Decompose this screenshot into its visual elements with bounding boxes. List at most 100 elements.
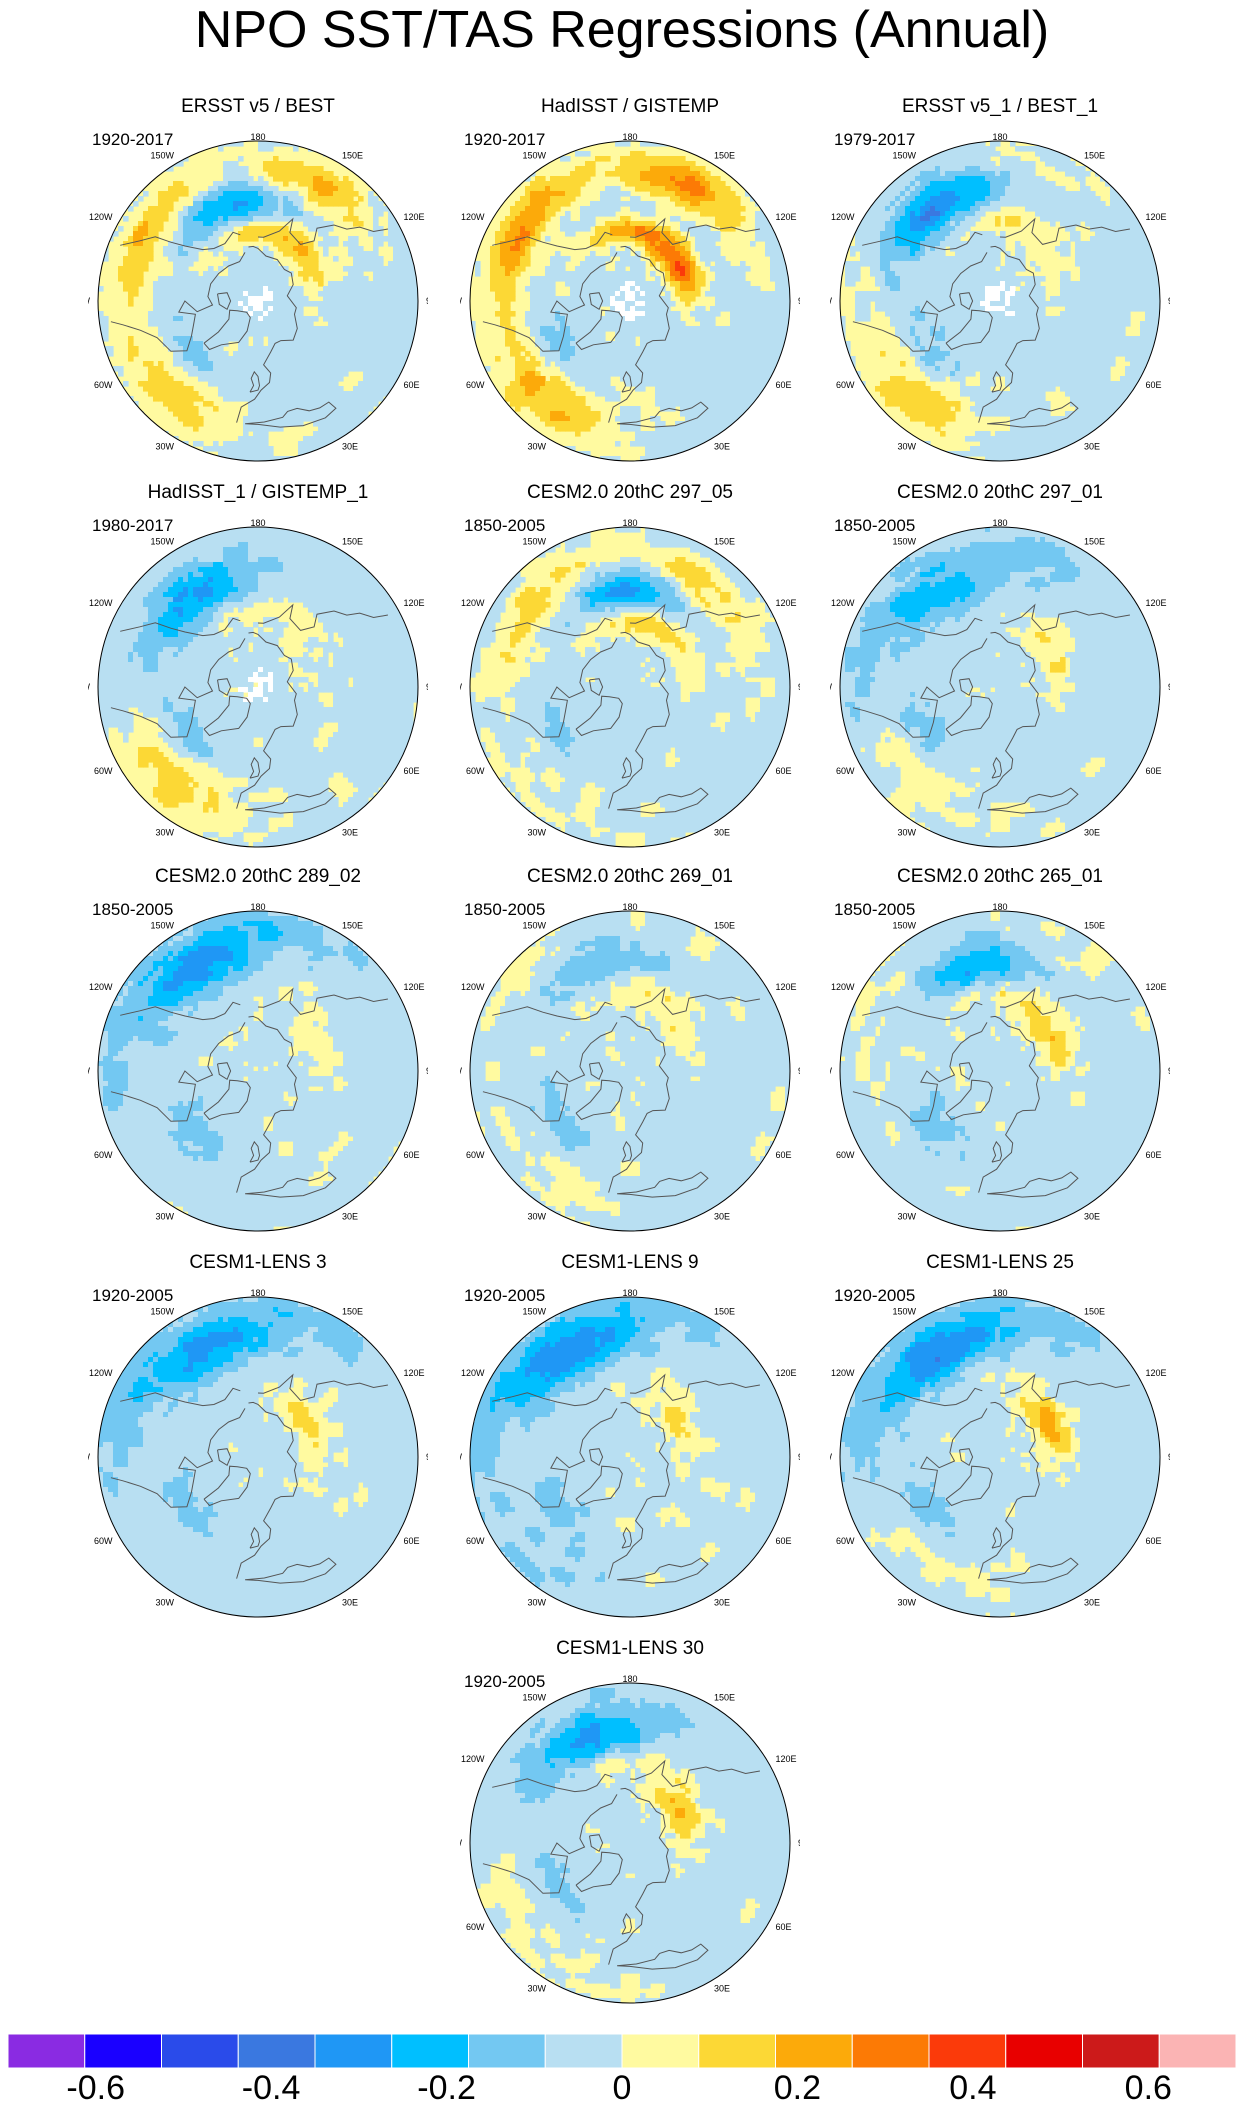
field-cell (750, 361, 756, 367)
field-cell (298, 311, 304, 317)
field-cell (223, 356, 229, 362)
field-cell (590, 251, 596, 257)
field-cell (218, 146, 224, 152)
field-cell (98, 321, 104, 327)
field-cell (188, 271, 194, 277)
field-cell (575, 316, 581, 322)
field-cell (660, 186, 666, 192)
field-cell (128, 276, 134, 282)
field-cell (373, 321, 379, 327)
field-cell (403, 276, 409, 282)
field-cell (720, 371, 726, 377)
field-cell (143, 221, 149, 227)
field-cell (373, 326, 379, 332)
field-cell (308, 301, 314, 307)
field-cell (188, 411, 194, 417)
field-cell (338, 401, 344, 407)
field-cell (715, 376, 721, 382)
field-cell (298, 391, 304, 397)
field-cell (178, 336, 184, 342)
field-cell (228, 296, 234, 302)
field-cell (635, 386, 641, 392)
field-cell (705, 321, 711, 327)
field-cell (278, 276, 284, 282)
field-cell (333, 316, 339, 322)
field-cell (408, 296, 414, 302)
field-cell (243, 391, 249, 397)
field-cell (705, 246, 711, 252)
field-cell (710, 286, 716, 292)
field-cell (168, 246, 174, 252)
field-cell (343, 301, 349, 307)
field-cell (383, 311, 389, 317)
field-cell (660, 376, 666, 382)
field-cell (545, 211, 551, 217)
field-cell (233, 451, 239, 457)
field-cell (263, 391, 269, 397)
field-cell (655, 256, 661, 262)
field-cell (690, 146, 696, 152)
field-cell (735, 386, 741, 392)
field-cell (640, 201, 646, 207)
field-cell (715, 281, 721, 287)
field-cell (278, 331, 284, 337)
field-cell (258, 406, 264, 412)
field-cell (153, 236, 159, 242)
field-cell (565, 201, 571, 207)
field-cell (600, 156, 606, 162)
field-cell (600, 226, 606, 232)
field-cell (555, 426, 561, 432)
field-cell (495, 296, 501, 302)
field-cell (168, 401, 174, 407)
field-cell (258, 281, 264, 287)
field-cell (655, 176, 661, 182)
field-cell (565, 386, 571, 392)
field-cell (620, 331, 626, 337)
field-cell (388, 216, 394, 222)
field-cell (313, 181, 319, 187)
field-cell (183, 366, 189, 372)
field-cell (278, 271, 284, 277)
field-cell (650, 181, 656, 187)
field-cell (560, 176, 566, 182)
field-cell (298, 366, 304, 372)
field-cell (710, 331, 716, 337)
field-cell (293, 376, 299, 382)
field-cell (258, 301, 264, 307)
field-cell (500, 271, 506, 277)
field-cell (378, 306, 384, 312)
field-cell (750, 386, 756, 392)
field-cell (515, 226, 521, 232)
field-cell (725, 206, 731, 212)
field-cell (675, 216, 681, 222)
field-cell (660, 261, 666, 267)
field-cell (525, 321, 531, 327)
field-cell (203, 366, 209, 372)
field-cell (223, 336, 229, 342)
field-cell (288, 161, 294, 167)
field-cell (570, 321, 576, 327)
field-cell (625, 166, 631, 172)
field-cell (705, 181, 711, 187)
field-cell (705, 206, 711, 212)
field-cell (615, 456, 621, 461)
field-cell (293, 356, 299, 362)
field-cell (750, 336, 756, 342)
field-cell (510, 236, 516, 242)
field-cell (203, 211, 209, 217)
field-cell (283, 301, 289, 307)
field-cell (368, 346, 374, 352)
field-cell (173, 336, 179, 342)
field-cell (645, 356, 651, 362)
field-cell (540, 181, 546, 187)
field-cell (775, 346, 781, 352)
field-cell (645, 181, 651, 187)
field-cell (695, 441, 701, 447)
field-cell (785, 286, 790, 292)
field-cell (258, 326, 264, 332)
field-cell (413, 311, 418, 317)
lon-label: 90E (798, 296, 800, 306)
field-cell (675, 381, 681, 387)
field-cell (218, 206, 224, 212)
field-cell (530, 396, 536, 402)
